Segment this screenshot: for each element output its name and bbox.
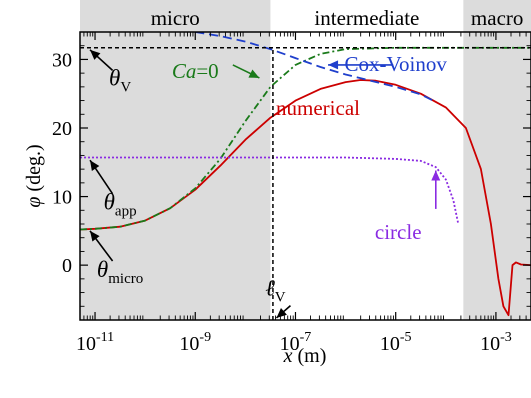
axis-ticks: 10-11 10-9 10-7 10-5 10-3 0 10 20 30 bbox=[52, 31, 531, 355]
annotation-theta-v-label: θV bbox=[109, 65, 131, 95]
y-tick-label: 0 bbox=[62, 255, 72, 277]
reference-lines bbox=[80, 47, 531, 320]
annotation-circle-arrow bbox=[431, 170, 441, 209]
x-tick-label: 10-5 bbox=[380, 330, 412, 355]
annotation-ca-zero-label: Ca=0 bbox=[172, 59, 219, 83]
region-shading bbox=[80, 0, 531, 320]
y-tick-label: 20 bbox=[52, 118, 72, 140]
y-axis-label: φ (deg.) bbox=[23, 144, 45, 207]
region-intermediate-label: intermediate bbox=[314, 6, 419, 30]
annotation-ell-v-label: ℓV bbox=[265, 275, 286, 305]
annotation-ca-zero-arrow bbox=[232, 64, 260, 79]
annotation-cox-voinov-arrow bbox=[328, 60, 394, 70]
annotation-ell-v-arrow bbox=[275, 304, 291, 319]
x-tick-label: 10-9 bbox=[179, 330, 211, 355]
y-tick-label: 10 bbox=[52, 187, 72, 209]
annotations: θV θapp θmicro ℓV Ca=0 Cox-Voinov numerical cir… bbox=[89, 49, 448, 319]
annotation-theta-app-label: θapp bbox=[104, 190, 137, 220]
region-micro-label: micro bbox=[151, 6, 200, 30]
series-ca-0-line bbox=[80, 46, 531, 231]
x-tick-label: 10-11 bbox=[76, 330, 114, 355]
x-axis-label: x (m) bbox=[283, 345, 327, 367]
region-labels: micro intermediate macro bbox=[151, 6, 524, 30]
x-tick-label: 10-7 bbox=[280, 330, 312, 355]
annotation-numerical-label: numerical bbox=[276, 96, 360, 120]
annotation-theta-micro-arrow bbox=[89, 230, 114, 262]
region-micro-shade bbox=[80, 0, 271, 320]
series-cox-voinov-line bbox=[195, 32, 434, 102]
region-macro-label: macro bbox=[471, 6, 523, 30]
annotation-theta-app-arrow bbox=[89, 159, 114, 195]
annotation-circle-label: circle bbox=[375, 220, 422, 244]
annotation-theta-micro-label: θmicro bbox=[97, 257, 143, 287]
annotation-theta-v-arrow bbox=[89, 49, 114, 71]
annotation-cox-voinov-label: Cox-Voinov bbox=[345, 52, 448, 76]
series-numerical-line bbox=[80, 79, 531, 317]
x-tick-label: 10-3 bbox=[480, 330, 512, 355]
series-lines bbox=[80, 32, 531, 317]
y-tick-label: 30 bbox=[52, 49, 72, 71]
series-circle-line bbox=[80, 156, 460, 225]
plot-frame bbox=[79, 31, 531, 321]
